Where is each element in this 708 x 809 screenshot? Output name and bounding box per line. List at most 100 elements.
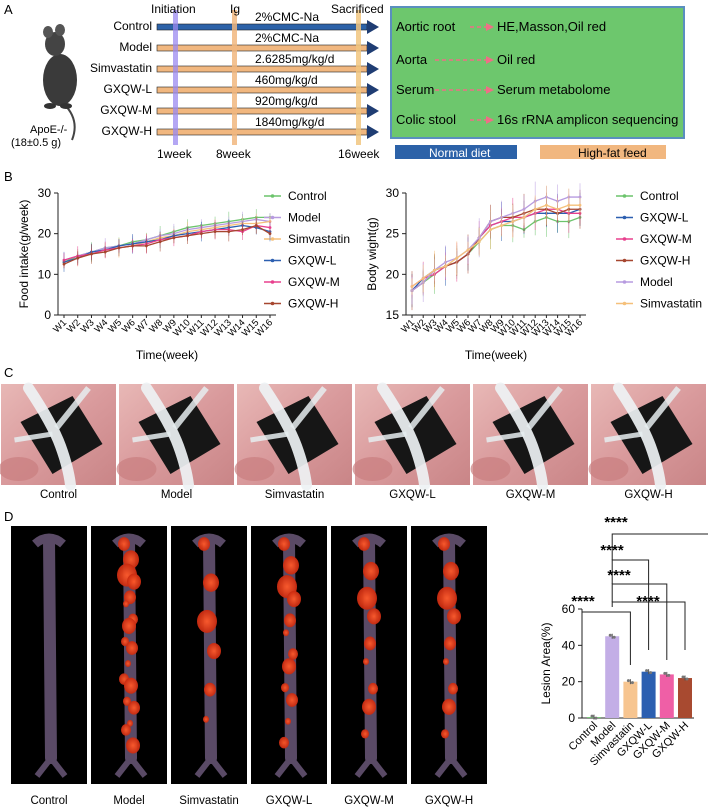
group-dose-3: 460mg/kg/d	[255, 73, 318, 87]
data-point	[131, 244, 135, 248]
lesion-spot	[363, 561, 379, 581]
lesion-spot	[203, 715, 209, 723]
data-point	[213, 230, 217, 234]
series-line-gxqw-h	[63, 224, 271, 265]
group-arrowhead-1	[367, 41, 379, 55]
lesion-spot	[203, 573, 219, 592]
group-arrowhead-5	[367, 125, 379, 139]
y-tick-label: 0	[568, 711, 575, 725]
group-dose-5: 1840mg/kg/d	[255, 115, 324, 129]
bar-point	[612, 635, 616, 639]
data-point	[466, 248, 470, 252]
legend-marker	[622, 237, 627, 241]
lesion-spot	[125, 660, 131, 668]
week-label-16: 16week	[338, 147, 380, 161]
timeline-week1-bar	[173, 10, 178, 145]
legend-label: GXQW-L	[640, 211, 689, 225]
lesion-spot	[126, 737, 140, 754]
legend-marker	[270, 301, 275, 306]
analysis-method-1: Oil red	[497, 52, 535, 67]
lesion-spot	[198, 537, 210, 551]
group-label-1: Model	[119, 40, 152, 54]
legend-label: GXQW-M	[288, 275, 340, 289]
lesion-spot	[121, 724, 131, 736]
data-point	[533, 207, 537, 211]
group-label-5: GXQW-H	[102, 124, 152, 138]
significance-stars: ****	[604, 514, 628, 531]
significance-stars: ****	[607, 567, 631, 584]
lesion-spot	[283, 629, 289, 637]
group-dose-4: 920mg/kg/d	[255, 94, 318, 108]
y-tick-label: 20	[562, 675, 576, 689]
y-tick-label: 20	[386, 267, 400, 281]
photo-caption: GXQW-H	[624, 489, 672, 501]
series-line-simvastatin	[411, 204, 580, 288]
lesion-spot	[367, 608, 381, 625]
lesion-spot	[363, 658, 369, 666]
aorta-photo-2	[234, 382, 352, 491]
legend-marker	[270, 194, 275, 198]
group-arrow-1	[156, 44, 368, 52]
photo-caption: Simvastatin	[179, 795, 238, 807]
legend-marker	[270, 237, 275, 241]
food-intake-chart: 0102030W1W2W3W4W5W6W7W8W9W10W11W12W13W14…	[17, 186, 350, 362]
data-point	[145, 244, 148, 248]
series-line-control	[411, 216, 581, 292]
legend-marker	[622, 215, 627, 220]
series-line-gxqw-h	[411, 208, 580, 292]
aortic-photos: Control Model Simvastatin GXQW-L GXQW-M GXQW-…	[0, 382, 706, 501]
sig-bracket-3	[611, 559, 650, 650]
bar-gxqw-m	[659, 674, 674, 718]
bar-model	[605, 636, 620, 718]
aorta-stain-1	[91, 526, 167, 784]
analysis-sample-1: Aorta	[396, 52, 428, 67]
legend-normal-label: Normal diet	[429, 146, 491, 160]
data-point	[578, 203, 582, 207]
lesion-spot	[358, 537, 370, 551]
lesion-spot	[126, 641, 138, 655]
data-point	[489, 228, 492, 232]
group-arrowhead-3	[367, 83, 379, 97]
legend-label: Simvastatin	[288, 232, 350, 246]
lesion-spot	[204, 682, 216, 697]
bar-point	[667, 673, 671, 677]
bar-point	[649, 671, 653, 675]
bar-point	[663, 671, 667, 675]
lesion-spot	[123, 600, 129, 608]
group-arrow-3	[156, 86, 368, 94]
legend-marker	[622, 194, 627, 198]
photo-caption: Model	[161, 489, 192, 501]
analysis-method-3: 16s rRNA amplicon sequencing	[497, 112, 678, 127]
panel-label-a: A	[4, 2, 13, 17]
photo-caption: Model	[113, 795, 144, 807]
data-point	[227, 230, 231, 234]
photo-caption: GXQW-L	[266, 795, 313, 807]
lesion-spot	[281, 683, 289, 693]
week-label-1: 1week	[157, 147, 193, 161]
series-line-gxqw-m	[411, 208, 580, 288]
aortic-arch	[495, 382, 548, 491]
data-point	[172, 236, 176, 240]
data-point	[410, 285, 414, 288]
aorta-stain-5	[411, 526, 487, 784]
legend-label: Model	[640, 275, 673, 289]
group-arrow-0	[156, 23, 368, 31]
timeline-week16-bar	[356, 10, 361, 145]
photo-caption: GXQW-L	[389, 489, 436, 501]
group-label-0: Control	[113, 19, 152, 33]
group-arrow-4	[156, 107, 368, 115]
lesion-spot	[279, 736, 289, 749]
data-point	[455, 256, 459, 260]
legend-label: Simvastatin	[640, 297, 702, 311]
data-point	[421, 277, 425, 280]
data-point	[62, 262, 66, 266]
bar-point	[630, 681, 634, 685]
group-arrow-5	[156, 128, 368, 136]
lesion-spot	[447, 608, 461, 625]
data-point	[117, 246, 121, 250]
legend-label: Model	[288, 211, 321, 225]
y-tick-label: 40	[562, 638, 576, 652]
lesion-spot	[441, 729, 449, 739]
x-axis-label: Time(week)	[136, 348, 198, 362]
